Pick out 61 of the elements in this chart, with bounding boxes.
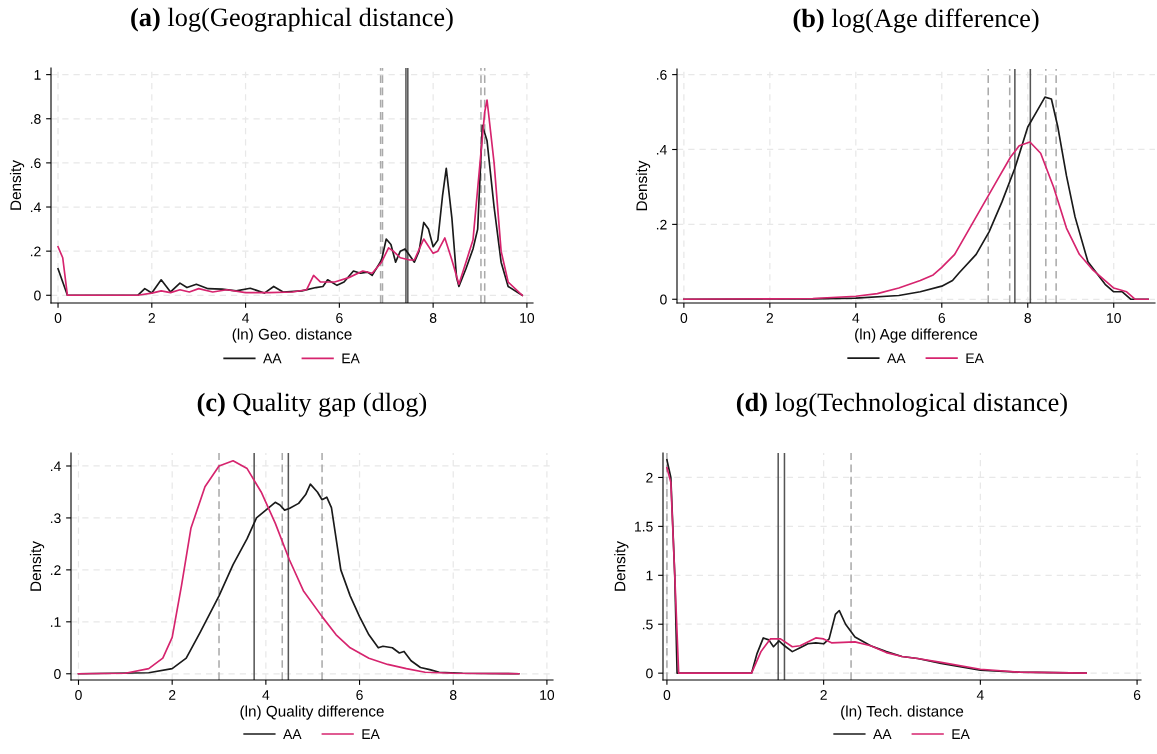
x-axis-title: (ln) Tech. distance (841, 705, 964, 720)
y-axis-title: Density (29, 541, 45, 591)
chart-title: (d) log(Technological distance) (736, 392, 1067, 417)
x-axis-title: (ln) Quality difference (240, 705, 384, 720)
x-tick-label: 6 (356, 690, 363, 700)
y-axis-title: Density (614, 541, 629, 591)
y-tick-label: .1 (50, 617, 61, 627)
x-tick-label: 8 (449, 690, 457, 700)
legend-label: EA (952, 729, 970, 739)
y-tick-label: 2 (646, 472, 653, 483)
x-tick-label: 4 (852, 313, 860, 323)
x-tick-label: 8 (429, 313, 437, 323)
x-tick-label: 0 (680, 313, 688, 323)
x-tick-label: 0 (75, 690, 82, 700)
y-axis-title: Density (635, 160, 651, 211)
y-tick-label: .4 (656, 144, 667, 155)
legend-label: EA (362, 729, 380, 739)
x-tick-label: 6 (336, 313, 343, 323)
x-tick-label: 10 (540, 690, 555, 700)
y-tick-label: .8 (30, 114, 41, 124)
x-tick-label: 6 (938, 313, 946, 323)
y-tick-label: 1.5 (635, 521, 653, 532)
line-series (683, 141, 1149, 301)
y-axis-title: Density (9, 160, 25, 210)
y-tick-label: .6 (656, 69, 667, 80)
y-tick-label: 0 (646, 668, 653, 679)
x-tick-label: 4 (262, 690, 270, 700)
y-tick-label: 0 (34, 290, 41, 301)
x-tick-label: 2 (169, 690, 176, 700)
x-tick-label: 2 (820, 690, 827, 700)
y-tick-label: .2 (30, 246, 41, 257)
x-tick-label: 8 (1024, 313, 1032, 323)
chart-title: (c) Quality gap (dlog) (197, 392, 427, 417)
x-axis-title: (ln) Geo. distance (232, 328, 352, 343)
y-tick-label: 0 (660, 294, 667, 305)
y-tick-label: .6 (30, 158, 41, 169)
legend-label: AA (887, 353, 906, 364)
y-tick-label: 1 (646, 570, 653, 581)
y-tick-label: .2 (50, 565, 61, 575)
x-tick-label: 4 (976, 690, 984, 700)
x-axis-title: (ln) Age difference (855, 328, 978, 343)
legend-label: AA (283, 729, 302, 739)
legend-label: EA (966, 353, 984, 364)
x-tick-label: 10 (1107, 313, 1121, 323)
chart-title: (a) log(Geographical distance) (131, 7, 453, 32)
y-tick-label: 0 (54, 669, 61, 679)
y-tick-label: .4 (30, 202, 41, 213)
y-tick-label: .3 (50, 513, 61, 524)
chart-title: (b) log(Age difference) (793, 8, 1039, 33)
y-tick-label: .5 (642, 619, 653, 630)
legend-label: AA (873, 729, 892, 739)
x-tick-label: 6 (1133, 690, 1141, 700)
y-tick-label: .2 (656, 219, 667, 230)
y-tick-label: .4 (50, 461, 61, 472)
x-tick-label: 4 (242, 313, 250, 323)
x-tick-label: 10 (520, 313, 535, 323)
legend-label: EA (342, 353, 360, 364)
x-tick-label: 2 (766, 313, 774, 323)
legend-label: AA (263, 353, 282, 364)
y-tick-label: 1 (34, 70, 41, 80)
x-tick-label: 2 (148, 313, 155, 323)
